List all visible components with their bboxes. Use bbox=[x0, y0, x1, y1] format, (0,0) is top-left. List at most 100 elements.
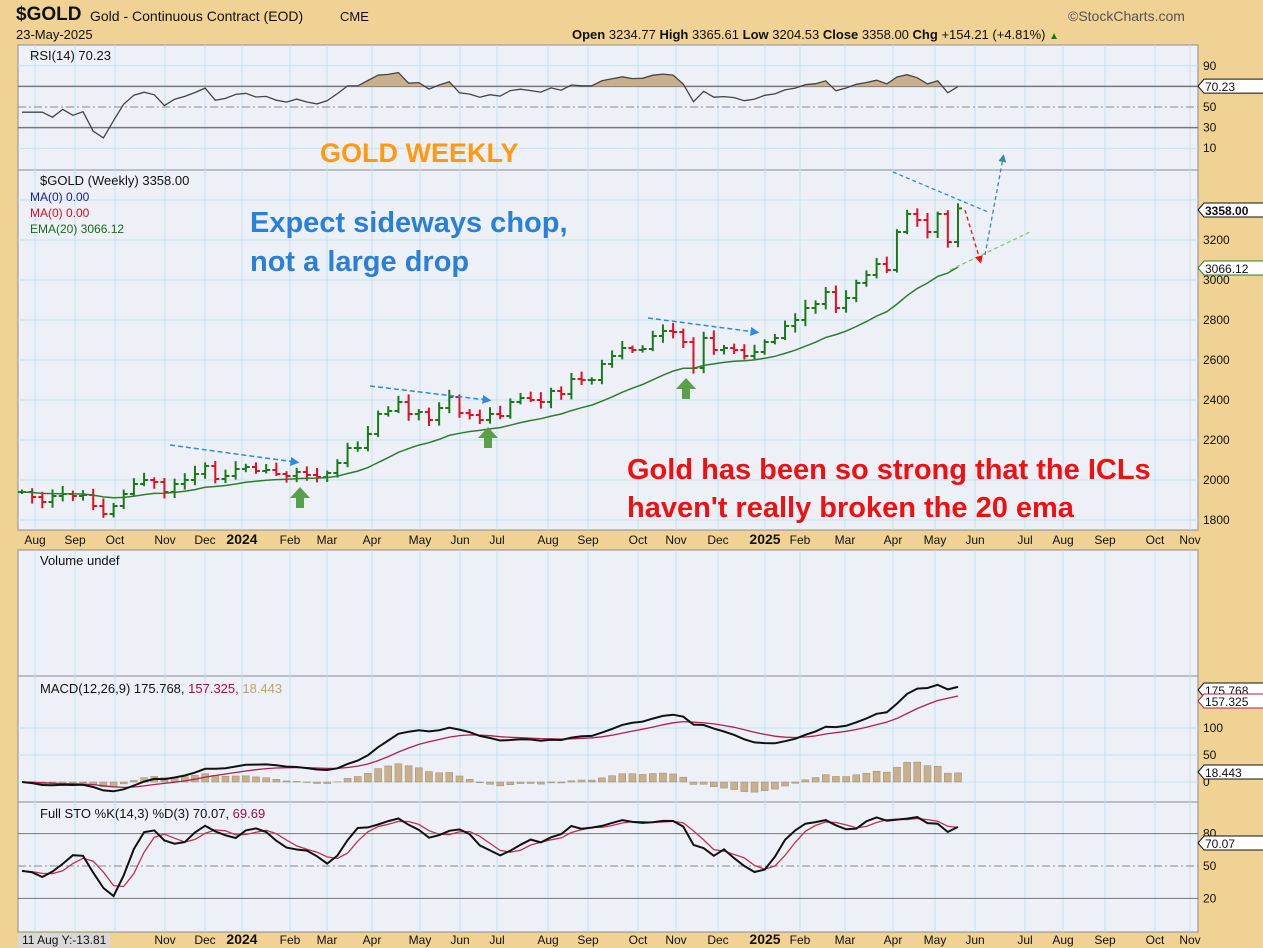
chg-value: +154.21 (+4.81%) bbox=[941, 27, 1046, 42]
trend-arrow bbox=[369, 385, 492, 404]
x-tick-label: Feb bbox=[790, 533, 811, 547]
macd-histogram-bar bbox=[343, 778, 352, 783]
up-scenario-arrow bbox=[984, 154, 1007, 256]
macd-histogram-bar bbox=[181, 776, 189, 783]
macd-histogram-bar bbox=[760, 781, 769, 791]
macd-histogram-bar bbox=[445, 772, 454, 783]
hist-tag: 18.443 bbox=[1205, 766, 1242, 780]
high-value: 3365.61 bbox=[692, 27, 739, 42]
macd-histogram-bar bbox=[292, 781, 301, 783]
macd-line bbox=[21, 683, 959, 793]
sto-d-line bbox=[21, 817, 959, 888]
ema-legend: EMA(20) 3066.12 bbox=[30, 222, 125, 236]
signal-tag: 157.325 bbox=[1205, 695, 1249, 709]
title-annotation: GOLD WEEKLY bbox=[320, 138, 519, 168]
signal-legend: 157.325, bbox=[184, 681, 239, 696]
x-tick-label: Jul bbox=[1017, 933, 1032, 947]
x-tick-label: 2025 bbox=[749, 931, 780, 947]
blue-note-2: not a large drop bbox=[250, 246, 470, 278]
macd-histogram-bar bbox=[69, 781, 77, 784]
macd-histogram-bar bbox=[649, 773, 657, 783]
rsi-tick: 30 bbox=[1203, 121, 1217, 135]
macd-histogram-bar bbox=[242, 775, 250, 783]
macd-histogram-bar bbox=[99, 781, 108, 787]
date: 23-May-2025 bbox=[16, 27, 93, 42]
macd-histogram-bar bbox=[374, 768, 382, 783]
close-tag-box bbox=[1197, 202, 1263, 218]
x-tick-label: Aug bbox=[537, 933, 558, 947]
macd-histogram-bar bbox=[252, 776, 260, 783]
price-tick: 2400 bbox=[1203, 393, 1230, 407]
macd-histogram-bar bbox=[638, 774, 647, 783]
x-tick-label: May bbox=[409, 533, 432, 547]
x-tick-label: Feb bbox=[280, 533, 301, 547]
open-label: Open bbox=[572, 27, 606, 42]
panel-4 bbox=[17, 801, 1199, 933]
macd-histogram-bar bbox=[547, 781, 555, 784]
x-tick-label: Jun bbox=[450, 533, 469, 547]
sto-tag-box bbox=[1197, 835, 1263, 851]
x-tick-label: Mar bbox=[835, 533, 856, 547]
macd-tick: 0 bbox=[1203, 775, 1210, 789]
macd-histogram-bar bbox=[679, 776, 688, 783]
x-tick-label: Jul bbox=[489, 533, 504, 547]
x-tick-label: Jul bbox=[1017, 533, 1032, 547]
macd-histogram-bar bbox=[852, 774, 861, 783]
macd-histogram-bar bbox=[821, 774, 830, 783]
macd-histogram-bar bbox=[781, 781, 789, 787]
ma1-legend: MA(0) 0.00 bbox=[30, 190, 90, 204]
x-tick-label: Apr bbox=[363, 933, 382, 947]
macd-histogram-bar bbox=[923, 765, 932, 783]
macd-histogram-bar bbox=[516, 781, 525, 784]
sto-tick: 50 bbox=[1203, 859, 1217, 873]
downtrend-line bbox=[892, 171, 989, 213]
rsi-tag: 70.23 bbox=[1205, 80, 1235, 94]
ema-tag-box bbox=[1197, 260, 1263, 276]
macd-histogram-bar bbox=[883, 771, 891, 783]
rsi-line bbox=[22, 71, 959, 139]
rsi-tick: 50 bbox=[1203, 100, 1217, 114]
macd-histogram-bar bbox=[394, 763, 403, 783]
macd-histogram-bar bbox=[221, 775, 230, 783]
macd-histogram-bar bbox=[933, 766, 942, 783]
macd-histogram-bar bbox=[130, 780, 138, 783]
symbol: $GOLD bbox=[16, 4, 82, 25]
price-tick: 2200 bbox=[1203, 433, 1230, 447]
low-value: 3204.53 bbox=[772, 27, 820, 42]
macd-tick: 50 bbox=[1203, 748, 1217, 762]
red-note-1: Gold has been so strong that the ICLs bbox=[627, 454, 1151, 486]
x-tick-label: Jun bbox=[965, 933, 984, 947]
x-tick-label: Dec bbox=[194, 933, 215, 947]
x-tick-label: Sep bbox=[64, 533, 86, 547]
rsi-label: RSI(14) 70.23 bbox=[30, 48, 111, 63]
macd-histogram-bar bbox=[364, 773, 372, 783]
low-label: Low bbox=[742, 27, 769, 42]
macd-histogram-bar bbox=[79, 781, 87, 784]
macd-histogram-bar bbox=[384, 765, 393, 783]
macd-histogram-bar bbox=[740, 781, 749, 792]
macd-histogram-bar bbox=[476, 781, 484, 783]
x-tick-label: Feb bbox=[280, 933, 301, 947]
x-tick-label: 2024 bbox=[226, 931, 257, 947]
green-up-arrow-icon bbox=[478, 427, 498, 448]
x-tick-label: Sep bbox=[1094, 933, 1116, 947]
x-tick-label: Oct bbox=[629, 533, 648, 547]
price-tick: 1800 bbox=[1203, 513, 1230, 527]
rsi-tick: 90 bbox=[1203, 59, 1217, 73]
x-tick-label: Nov bbox=[1179, 533, 1200, 547]
macd-histogram-bar bbox=[791, 781, 799, 784]
sto-tick: 20 bbox=[1203, 891, 1217, 905]
macd-histogram-bar bbox=[262, 777, 270, 783]
rsi-tick: 10 bbox=[1203, 141, 1217, 155]
rsi-tag-box bbox=[1197, 78, 1263, 94]
x-tick-label: Sep bbox=[1094, 533, 1116, 547]
x-tick-label: Apr bbox=[884, 933, 903, 947]
macd-histogram-bar bbox=[669, 773, 677, 783]
x-tick-label: Oct bbox=[629, 933, 648, 947]
x-tick-label: Nov bbox=[665, 933, 686, 947]
macd-histogram-bar bbox=[465, 778, 474, 783]
x-tick-label: Jul bbox=[489, 933, 504, 947]
green-up-arrow-icon bbox=[676, 378, 696, 399]
macd-histogram-bar bbox=[628, 773, 637, 783]
